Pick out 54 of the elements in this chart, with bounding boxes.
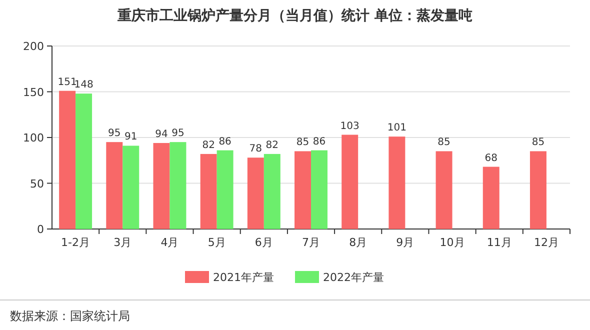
x-tick-label: 9月 (396, 236, 414, 249)
x-tick-label: 4月 (160, 236, 179, 249)
y-tick-label: 200 (23, 40, 44, 53)
x-tick-label: 6月 (254, 236, 273, 249)
bar (170, 142, 186, 229)
bar (294, 151, 311, 229)
x-tick-label: 12月 (534, 236, 559, 249)
bar (76, 94, 92, 229)
bar (264, 154, 280, 229)
data-label: 85 (438, 137, 450, 148)
y-tick-label: 0 (37, 223, 44, 236)
source-note: 数据来源：国家统计局 (10, 309, 130, 323)
bar (247, 158, 264, 229)
bar (342, 134, 358, 229)
data-label: 86 (312, 136, 326, 148)
data-label: 78 (249, 144, 262, 155)
data-label: 85 (532, 137, 545, 148)
legend-label: 2021年产量 (213, 271, 274, 284)
data-label: 82 (266, 140, 279, 151)
x-tick-label: 10月 (440, 236, 465, 249)
bar (106, 142, 123, 229)
y-tick-label: 100 (23, 132, 44, 144)
data-label: 91 (124, 132, 138, 143)
data-label: 85 (296, 137, 310, 148)
bar (530, 151, 546, 229)
data-label: 103 (340, 120, 360, 132)
x-tick-label: 3月 (114, 236, 132, 249)
data-label: 86 (218, 136, 232, 148)
data-label: 148 (74, 80, 94, 91)
bar (200, 154, 217, 229)
bar (153, 142, 170, 229)
bar (436, 151, 452, 229)
bar (59, 90, 76, 229)
data-label: 94 (155, 128, 168, 140)
legend-label: 2022年产量 (323, 271, 384, 284)
x-tick-label: 5月 (208, 236, 226, 249)
data-label: 95 (172, 128, 184, 140)
bar (122, 146, 140, 229)
bar (311, 150, 328, 229)
data-label: 68 (484, 152, 498, 164)
y-tick-label: 150 (23, 86, 44, 99)
y-tick-label: 50 (30, 177, 44, 190)
data-label: 95 (108, 128, 121, 140)
data-label: 82 (202, 140, 215, 151)
bar (216, 150, 234, 229)
x-tick-label: 1-2月 (61, 236, 90, 249)
x-tick-label: 7月 (302, 236, 320, 249)
chart-title: 重庆市工业锅炉产量分月（当月值）统计 单位：蒸发量吨 (116, 7, 472, 24)
bar (482, 166, 500, 229)
data-label: 151 (58, 76, 77, 88)
x-tick-label: 8月 (349, 236, 368, 249)
bar (388, 136, 406, 229)
data-label: 101 (387, 122, 406, 134)
x-tick-label: 11月 (486, 236, 512, 249)
